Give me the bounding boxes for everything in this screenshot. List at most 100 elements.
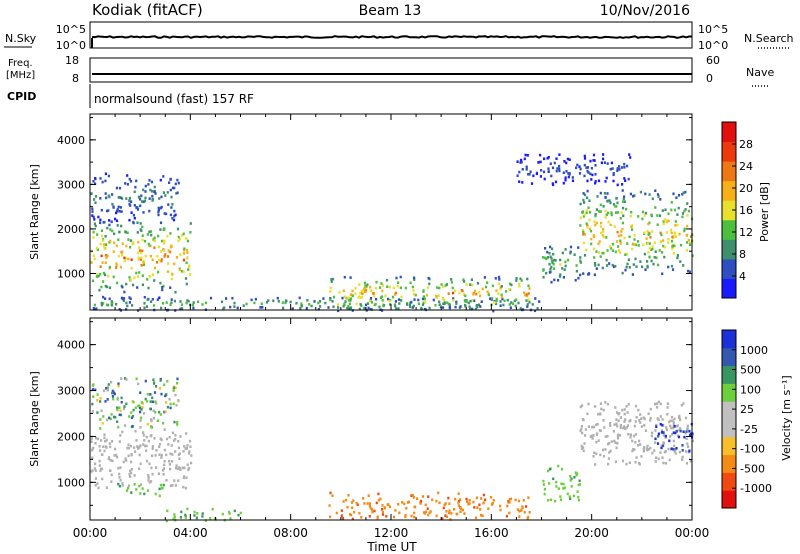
echo-cell-velocity-region-6 <box>637 444 640 447</box>
echo-cell-power-region-5 <box>662 220 665 223</box>
echo-cell-power-region-1 <box>116 208 119 211</box>
echo-cell-velocity-region-0 <box>188 450 191 453</box>
echo-cell-velocity-region-0 <box>168 435 171 439</box>
echo-cell-power-region-2 <box>428 306 431 310</box>
echo-cell-velocity-region-6 <box>629 433 632 436</box>
echo-cell-power-region-5 <box>605 258 608 262</box>
echo-cell-power-region-6 <box>547 170 550 173</box>
echo-cell-power-region-2 <box>298 296 301 300</box>
echo-cell-power-region-0 <box>157 258 161 262</box>
echo-cell-velocity-region-6 <box>678 450 681 454</box>
echo-cell-velocity-region-6 <box>610 440 613 443</box>
echo-cell-velocity-region-1 <box>152 409 155 413</box>
echo-cell-power-region-6 <box>626 164 629 168</box>
echo-cell-power-region-1 <box>173 214 176 218</box>
echo-cell-velocity-region-4 <box>381 508 384 511</box>
echo-cell-power-region-5 <box>659 240 662 243</box>
echo-cell-power-region-3 <box>478 290 481 294</box>
echo-cell-power-region-5 <box>645 237 648 240</box>
echo-cell-velocity-region-7 <box>688 429 691 433</box>
echo-cell-power-region-0 <box>163 241 166 245</box>
echo-cell-power-region-2 <box>115 302 118 306</box>
echo-cell-velocity-region-4 <box>410 494 413 497</box>
echo-cell-velocity-region-7 <box>677 435 681 439</box>
echo-cell-power-region-1 <box>114 217 117 221</box>
echo-cell-power-region-1 <box>99 197 102 200</box>
echo-cell-power-region-3 <box>439 305 442 309</box>
echo-cell-velocity-region-3 <box>184 513 187 517</box>
echo-cell-power-region-3 <box>479 294 482 298</box>
echo-cell-velocity-region-6 <box>674 452 677 455</box>
echo-cell-power-region-6 <box>530 182 534 185</box>
echo-cell-power-region-3 <box>394 293 397 296</box>
echo-cell-power-region-3 <box>451 286 454 290</box>
echo-cell-velocity-region-4 <box>427 513 430 517</box>
echo-cell-velocity-region-0 <box>96 437 100 441</box>
echo-cell-velocity-region-4 <box>476 506 479 509</box>
echo-cell-velocity-region-6 <box>593 451 596 455</box>
echo-cell-power-region-5 <box>589 210 592 214</box>
echo-cell-power-region-0 <box>140 264 143 267</box>
echo-cell-velocity-region-0 <box>158 445 161 449</box>
y-tick-label-0: 1000 <box>57 476 85 489</box>
echo-cell-velocity-region-7 <box>673 425 676 428</box>
echo-cell-power-region-0 <box>104 273 107 277</box>
echo-cell-velocity-region-1 <box>96 393 99 396</box>
echo-cell-velocity-region-1 <box>111 391 114 395</box>
echo-cell-velocity-region-3 <box>237 513 240 517</box>
echo-cell-power-region-5 <box>604 209 607 213</box>
echo-cell-velocity-region-6 <box>640 455 643 458</box>
echo-cell-velocity-region-0 <box>122 460 125 464</box>
echo-cell-power-region-1 <box>99 218 102 222</box>
echo-cell-power-region-5 <box>620 230 623 233</box>
echo-cell-velocity-region-4 <box>368 515 371 518</box>
echo-cell-power-region-2 <box>448 303 451 306</box>
echo-cell-power-region-0 <box>95 246 98 250</box>
echo-cell-power-region-4 <box>544 247 547 250</box>
echo-cell-velocity-region-6 <box>668 420 671 424</box>
echo-cell-power-region-5 <box>670 201 673 204</box>
echo-cell-power-region-5 <box>646 230 649 233</box>
echo-cell-power-region-0 <box>99 272 102 276</box>
echo-cell-velocity-region-6 <box>591 425 594 429</box>
echo-cell-power-region-5 <box>672 252 675 255</box>
echo-cell-velocity-region-4 <box>447 511 451 515</box>
echo-cell-power-region-4 <box>569 251 572 255</box>
echo-cell-power-region-5 <box>679 243 683 247</box>
echo-cell-velocity-region-5 <box>577 498 580 502</box>
echo-cell-velocity-region-6 <box>682 402 685 405</box>
echo-cell-power-region-5 <box>676 223 679 227</box>
echo-cell-velocity-region-6 <box>619 426 622 429</box>
echo-cell-velocity-region-4 <box>362 497 365 500</box>
echo-cell-velocity-region-3 <box>196 512 199 515</box>
echo-cell-power-region-3 <box>422 289 425 292</box>
echo-cell-power-region-3 <box>500 295 503 299</box>
echo-cell-velocity-region-0 <box>90 440 93 443</box>
echo-cell-power-region-5 <box>599 191 602 195</box>
echo-cell-power-region-1 <box>104 192 107 195</box>
echo-cell-velocity-region-2 <box>126 489 129 492</box>
echo-cell-power-region-0 <box>169 232 172 235</box>
echo-cell-power-region-5 <box>602 230 605 233</box>
echo-cell-power-region-3 <box>481 287 484 291</box>
echo-cell-velocity-region-0 <box>104 445 107 448</box>
echo-cell-power-region-3 <box>447 292 450 295</box>
echo-cell-power-region-0 <box>153 246 156 249</box>
echo-cell-power-region-5 <box>654 250 657 253</box>
echo-cell-power-region-5 <box>689 241 692 245</box>
echo-cell-velocity-region-6 <box>639 443 642 446</box>
echo-cell-velocity-region-0 <box>147 474 150 477</box>
echo-cell-velocity-region-0 <box>178 452 181 455</box>
echo-cell-velocity-region-6 <box>632 447 635 451</box>
echo-cell-power-region-5 <box>658 249 661 252</box>
echo-cell-power-region-0 <box>170 277 173 281</box>
echo-cell-power-region-0 <box>148 230 151 234</box>
echo-cell-velocity-region-5 <box>575 473 578 477</box>
echo-cell-velocity-region-4 <box>457 499 461 503</box>
echo-cell-velocity-region-6 <box>665 428 669 432</box>
echo-cell-power-region-4 <box>550 280 553 284</box>
echo-cell-velocity-region-1 <box>151 400 154 404</box>
echo-cell-velocity-region-7 <box>657 432 660 436</box>
echo-cell-power-region-3 <box>404 286 407 290</box>
echo-cell-power-region-0 <box>130 258 133 261</box>
